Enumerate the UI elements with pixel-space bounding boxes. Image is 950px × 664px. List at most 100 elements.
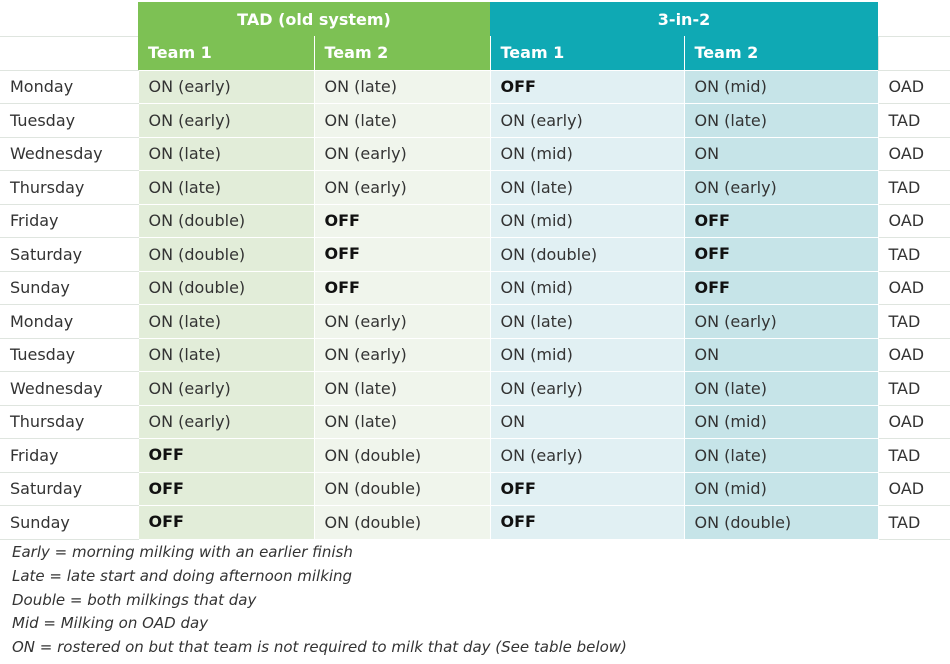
day-cell: Thursday xyxy=(0,170,138,205)
new-team1-cell: ON (early) xyxy=(489,371,685,406)
old-team1-cell: ON (double) xyxy=(137,203,315,238)
old-team2-cell: ON (early) xyxy=(313,170,491,205)
new-team1-cell: ON (mid) xyxy=(489,337,685,372)
blank-corner-right xyxy=(878,2,950,36)
new-team1-cell: OFF xyxy=(489,505,685,540)
old-team2-cell: ON (early) xyxy=(313,304,491,339)
old-team1-cell: OFF xyxy=(137,438,315,473)
new-team2-cell: ON (mid) xyxy=(683,471,879,506)
day-cell: Wednesday xyxy=(0,371,138,406)
day-cell: Saturday xyxy=(0,237,138,272)
table-row: Friday ON (double) OFF ON (mid) OFF OAD xyxy=(0,203,950,238)
milking-mode-cell: OAD xyxy=(877,203,950,238)
day-cell: Saturday xyxy=(0,471,138,506)
new-team2-header: Team 2 xyxy=(684,36,879,70)
new-team2-cell: ON xyxy=(683,136,879,171)
milking-mode-cell: TAD xyxy=(877,304,950,339)
old-team1-header: Team 1 xyxy=(138,36,315,70)
new-team2-cell: ON (early) xyxy=(683,170,879,205)
milking-mode-cell: OAD xyxy=(877,404,950,439)
old-team2-cell: ON (early) xyxy=(313,136,491,171)
old-team1-cell: OFF xyxy=(137,471,315,506)
new-team2-cell: ON (double) xyxy=(683,505,879,540)
note-on: ON = rostered on but that team is not re… xyxy=(12,638,627,657)
old-team1-cell: ON (late) xyxy=(137,304,315,339)
table-row: Saturday ON (double) OFF ON (double) OFF TAD xyxy=(0,237,950,272)
milking-mode-cell: TAD xyxy=(877,170,950,205)
new-team1-cell: ON (late) xyxy=(489,304,685,339)
day-cell: Monday xyxy=(0,69,138,104)
team-header-row: Team 1 Team 2 Team 1 Team 2 xyxy=(0,35,950,71)
table-row: Wednesday ON (early) ON (late) ON (early) ON… xyxy=(0,371,950,406)
table-row: Monday ON (early) ON (late) OFF ON (mid) OAD xyxy=(0,69,950,104)
old-team1-cell: ON (late) xyxy=(137,136,315,171)
old-team1-cell: ON (early) xyxy=(137,371,315,406)
day-cell: Tuesday xyxy=(0,337,138,372)
milking-mode-cell: TAD xyxy=(877,505,950,540)
old-team2-cell: ON (late) xyxy=(313,404,491,439)
milking-roster-table: TAD (old system) 3-in-2 Team 1 Team 2 Te… xyxy=(0,2,950,540)
old-team1-cell: ON (double) xyxy=(137,270,315,305)
new-team1-header: Team 1 xyxy=(489,36,685,70)
day-cell: Thursday xyxy=(0,404,138,439)
day-cell: Friday xyxy=(0,438,138,473)
day-cell: Sunday xyxy=(0,505,138,540)
new-team1-cell: OFF xyxy=(489,471,685,506)
old-team2-cell: OFF xyxy=(313,237,491,272)
day-cell: Wednesday xyxy=(0,136,138,171)
old-team2-cell: ON (late) xyxy=(313,69,491,104)
new-team2-cell: ON (late) xyxy=(683,371,879,406)
new-team2-cell: ON (early) xyxy=(683,304,879,339)
table-row: Wednesday ON (late) ON (early) ON (mid) ON OA… xyxy=(0,136,950,171)
old-team2-cell: ON (late) xyxy=(313,371,491,406)
blank-mode-header xyxy=(877,35,950,71)
table-row: Tuesday ON (late) ON (early) ON (mid) ON OAD xyxy=(0,337,950,372)
new-team1-cell: ON (late) xyxy=(489,170,685,205)
milking-mode-cell: OAD xyxy=(877,69,950,104)
milking-mode-cell: TAD xyxy=(877,371,950,406)
new-team1-cell: ON (mid) xyxy=(489,203,685,238)
table-row: Thursday ON (late) ON (early) ON (late) ON (… xyxy=(0,170,950,205)
day-cell: Sunday xyxy=(0,270,138,305)
new-team2-cell: OFF xyxy=(683,270,879,305)
old-team1-cell: ON (early) xyxy=(137,69,315,104)
milking-mode-cell: TAD xyxy=(877,103,950,138)
milking-mode-cell: TAD xyxy=(877,438,950,473)
old-team2-cell: ON (late) xyxy=(313,103,491,138)
old-team2-cell: ON (double) xyxy=(313,438,491,473)
milking-mode-cell: OAD xyxy=(877,471,950,506)
old-system-header: TAD (old system) xyxy=(138,2,490,36)
blank-day-header xyxy=(0,35,138,71)
old-team2-cell: ON (double) xyxy=(313,471,491,506)
table-row: Sunday ON (double) OFF ON (mid) OFF OAD xyxy=(0,270,950,305)
new-team2-cell: ON xyxy=(683,337,879,372)
new-team2-cell: ON (late) xyxy=(683,103,879,138)
table-row: Monday ON (late) ON (early) ON (late) ON (ea… xyxy=(0,304,950,339)
roster-body: Monday ON (early) ON (late) OFF ON (mid) OAD T… xyxy=(0,69,950,540)
day-cell: Monday xyxy=(0,304,138,339)
note-double: Double = both milkings that day xyxy=(12,590,257,609)
table-row: Tuesday ON (early) ON (late) ON (early) ON (… xyxy=(0,103,950,138)
new-team2-cell: ON (mid) xyxy=(683,69,879,104)
old-team1-cell: ON (early) xyxy=(137,404,315,439)
new-team1-cell: ON xyxy=(489,404,685,439)
table-row: Sunday OFF ON (double) OFF ON (double) TAD xyxy=(0,505,950,540)
old-team1-cell: ON (early) xyxy=(137,103,315,138)
old-team2-header: Team 2 xyxy=(314,36,490,70)
table-row: Saturday OFF ON (double) OFF ON (mid) OAD xyxy=(0,471,950,506)
old-team1-cell: OFF xyxy=(137,505,315,540)
day-cell: Friday xyxy=(0,203,138,238)
old-team2-cell: OFF xyxy=(313,203,491,238)
milking-mode-cell: OAD xyxy=(877,136,950,171)
old-team1-cell: ON (late) xyxy=(137,170,315,205)
new-system-header: 3-in-2 xyxy=(490,2,879,36)
new-team1-cell: ON (early) xyxy=(489,438,685,473)
milking-mode-cell: TAD xyxy=(877,237,950,272)
new-team2-cell: OFF xyxy=(683,203,879,238)
new-team1-cell: ON (mid) xyxy=(489,270,685,305)
new-team1-cell: ON (mid) xyxy=(489,136,685,171)
old-team1-cell: ON (double) xyxy=(137,237,315,272)
old-team2-cell: ON (early) xyxy=(313,337,491,372)
legend-notes: Early = morning milking with an earlier … xyxy=(12,541,627,660)
new-team2-cell: ON (mid) xyxy=(683,404,879,439)
